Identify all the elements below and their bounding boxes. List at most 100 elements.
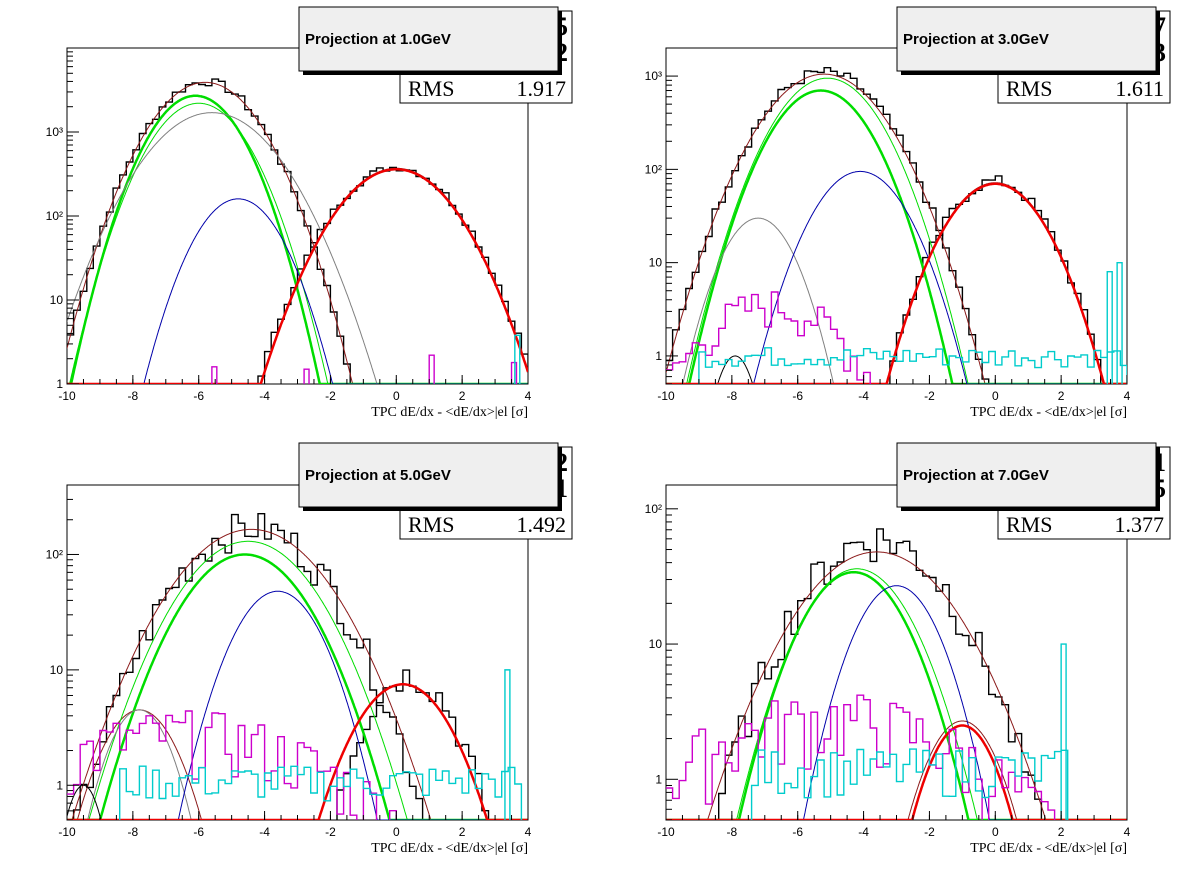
x-tick-label: -10 <box>58 389 76 403</box>
fit-curve <box>67 683 528 820</box>
chart-panel-4: -10 -8 -6 -4 -2 0 2 4 1 10 10² TPC dE/dx - <dE/dx>|… <box>645 442 1171 856</box>
x-tick-label: -4 <box>259 825 270 839</box>
y-tick-label: 10 <box>649 637 663 651</box>
histogram <box>666 291 871 384</box>
x-tick-label: 2 <box>459 825 466 839</box>
x-tick-label: -2 <box>325 389 336 403</box>
x-tick-label: -2 <box>924 389 935 403</box>
plot-area <box>666 528 1127 820</box>
x-axis-title: TPC dE/dx - <dE/dx>|el [σ] <box>970 405 1127 420</box>
fit-curve <box>666 585 1127 820</box>
x-tick-label: -6 <box>193 825 204 839</box>
plot-area <box>67 513 528 820</box>
chart-title: Projection at 3.0GeV <box>903 31 1049 48</box>
y-tick-label: 1 <box>56 778 63 792</box>
fit-curve <box>67 528 528 820</box>
y-tick-label: 10² <box>46 547 63 561</box>
histogram <box>336 669 490 820</box>
histogram <box>750 748 1069 820</box>
histogram <box>119 765 523 820</box>
stats-label: RMS <box>408 76 454 101</box>
fit-curve <box>67 590 528 820</box>
fit-curve <box>666 570 1127 820</box>
stats-label: RMS <box>1006 512 1052 537</box>
title-box <box>896 442 1157 508</box>
x-tick-label: 2 <box>1058 389 1065 403</box>
plot-area <box>666 67 1127 384</box>
histogram <box>698 347 1127 384</box>
x-tick-label: -4 <box>259 389 270 403</box>
fit-curve <box>67 168 528 384</box>
histogram-spike <box>211 366 218 384</box>
fit-curve <box>67 540 528 820</box>
title-box <box>298 6 559 72</box>
chart-panel-2: -10 -8 -6 -4 -2 0 2 4 1 10 10² 10³ TPC dE/dx - <dE/d… <box>645 6 1171 420</box>
y-tick-label: 1 <box>655 772 662 786</box>
x-axis-title: TPC dE/dx - <dE/dx>|el [σ] <box>371 841 528 856</box>
x-tick-label: -2 <box>325 825 336 839</box>
x-tick-label: -8 <box>727 389 738 403</box>
plot-area <box>67 78 528 384</box>
fit-curve <box>666 551 1127 820</box>
x-tick-label: -2 <box>924 825 935 839</box>
histogram <box>67 78 351 384</box>
histogram-spike <box>1060 643 1067 820</box>
x-tick-label: -6 <box>792 389 803 403</box>
histogram <box>72 513 424 820</box>
y-tick-label: 10³ <box>46 125 63 139</box>
fit-curve <box>666 77 1127 384</box>
x-tick-label: 0 <box>992 825 999 839</box>
stats-label: RMS <box>1006 76 1052 101</box>
x-tick-label: 0 <box>393 825 400 839</box>
fit-curve <box>67 81 528 384</box>
fit-curve <box>67 553 528 820</box>
chart-panel-1: -10 -8 -6 -4 -2 0 2 4 1 10 10² 10³ TPC dE/dx - <dE/d… <box>46 6 573 420</box>
x-tick-label: 2 <box>459 389 466 403</box>
y-tick-label: 10 <box>649 256 663 270</box>
title-box <box>896 6 1157 72</box>
fit-curve <box>666 89 1127 384</box>
fit-curve <box>666 182 1127 384</box>
plot-frame <box>66 47 529 385</box>
y-tick-label: 10² <box>645 162 662 176</box>
chart-title: Projection at 5.0GeV <box>305 467 451 484</box>
x-tick-label: -8 <box>727 825 738 839</box>
histogram-spike <box>303 368 310 384</box>
histogram-spike <box>510 361 518 384</box>
fit-curve <box>666 170 1127 384</box>
x-tick-label: -6 <box>193 389 204 403</box>
histogram <box>666 67 990 384</box>
histogram-spike <box>428 354 435 384</box>
x-tick-label: 0 <box>992 389 999 403</box>
x-tick-label: 4 <box>525 825 532 839</box>
fit-curve <box>67 94 528 384</box>
y-tick-label: 1 <box>655 349 662 363</box>
x-axis-title: TPC dE/dx - <dE/dx>|el [σ] <box>970 841 1127 856</box>
stats-value: 1.492 <box>517 512 567 537</box>
x-axis-title: TPC dE/dx - <dE/dx>|el [σ] <box>371 405 528 420</box>
y-tick-label: 10 <box>50 293 64 307</box>
x-tick-label: -10 <box>657 389 675 403</box>
x-tick-label: 0 <box>393 389 400 403</box>
x-tick-label: 4 <box>1124 825 1131 839</box>
fit-curve <box>67 102 528 384</box>
histogram-spike <box>514 334 521 384</box>
x-tick-label: -6 <box>792 825 803 839</box>
histogram-spike <box>504 669 511 820</box>
chart-title: Projection at 1.0GeV <box>305 31 451 48</box>
chart-panel-3: -10 -8 -6 -4 -2 0 2 4 1 10 10² TPC dE/dx - <dE/dx>|… <box>46 442 573 856</box>
x-tick-label: -4 <box>858 389 869 403</box>
stats-value: 1.611 <box>1115 76 1164 101</box>
fit-curve <box>666 568 1127 820</box>
y-tick-label: 10³ <box>645 69 662 83</box>
x-tick-label: 4 <box>1124 389 1131 403</box>
plot-frame <box>665 47 1128 385</box>
fit-curve <box>67 112 528 384</box>
x-tick-label: 4 <box>525 389 532 403</box>
stats-value: 1.377 <box>1115 512 1165 537</box>
x-tick-label: 2 <box>1058 825 1065 839</box>
x-tick-label: -4 <box>858 825 869 839</box>
fit-curve <box>666 217 1127 384</box>
fit-curve <box>666 73 1127 384</box>
